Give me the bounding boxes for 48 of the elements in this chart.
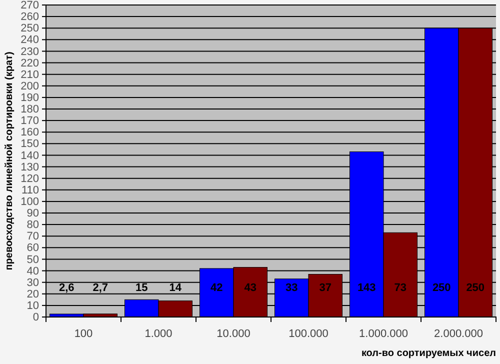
y-tick-label: 20	[26, 288, 39, 300]
y-tick-label: 10	[26, 300, 39, 312]
x-tick-label: 100.000	[288, 328, 328, 340]
x-tick-label: 1.000.000	[359, 328, 408, 340]
y-tick-label: 260	[20, 11, 39, 24]
y-tick-label: 250	[20, 22, 39, 35]
x-tick-label: 2.000.000	[434, 328, 483, 340]
y-tick-label: 240	[20, 34, 39, 46]
y-tick-label: 210	[20, 68, 39, 81]
x-axis-title: кол-во сортируемых чисел	[361, 348, 496, 359]
x-tick-label: 10.000	[216, 328, 250, 340]
y-tick-label: 50	[26, 254, 39, 266]
y-tick-label: 80	[26, 219, 39, 232]
y-tick-label: 110	[21, 184, 39, 196]
data-label: 2,6	[58, 282, 74, 294]
data-label: 15	[136, 282, 148, 294]
y-tick-label: 120	[20, 172, 39, 185]
data-label: 37	[319, 282, 332, 294]
y-tick-label: 130	[20, 161, 39, 174]
y-tick-label: 190	[20, 92, 39, 104]
y-tick-label: 180	[20, 104, 39, 116]
y-tick-label: 30	[26, 276, 39, 289]
y-tick-label: 60	[26, 242, 39, 254]
y-axis-title: превосходство линейной сортировки (крат)	[4, 52, 15, 270]
y-tick-label: 90	[26, 208, 39, 220]
y-tick-label: 270	[20, 0, 39, 12]
data-label: 43	[244, 282, 256, 294]
data-label: 14	[169, 282, 182, 294]
y-tick-label: 150	[20, 138, 39, 150]
y-tick-label: 0	[32, 312, 39, 324]
data-label: 143	[357, 282, 376, 294]
data-label: 33	[286, 282, 298, 294]
y-tick-label: 200	[20, 80, 39, 92]
data-label: 42	[210, 282, 223, 294]
data-label: 2,7	[92, 282, 108, 294]
x-tick-label: 1.000	[144, 328, 172, 340]
data-label: 73	[394, 282, 406, 294]
y-tick-label: 230	[20, 46, 39, 58]
y-tick-label: 70	[26, 230, 39, 243]
y-tick-label: 170	[20, 115, 39, 128]
y-tick-label: 160	[20, 126, 39, 139]
x-tick-label: 100	[74, 328, 93, 340]
y-tick-label: 40	[26, 265, 39, 278]
data-label: 250	[432, 282, 451, 294]
y-tick-label: 140	[20, 150, 39, 162]
data-label: 250	[466, 282, 485, 294]
y-tick-label: 100	[20, 196, 39, 208]
y-tick-label: 220	[20, 57, 39, 70]
